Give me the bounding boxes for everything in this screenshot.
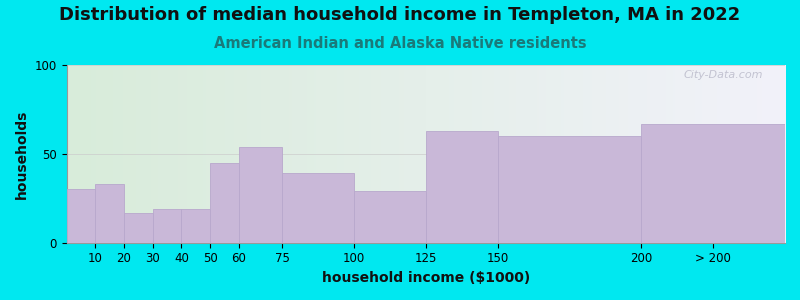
Bar: [354, 191, 426, 243]
Bar: [282, 173, 354, 243]
Bar: [66, 189, 95, 243]
Bar: [210, 163, 239, 243]
Bar: [95, 184, 124, 243]
Y-axis label: households: households: [15, 109, 29, 199]
X-axis label: household income ($1000): household income ($1000): [322, 271, 530, 285]
Bar: [182, 209, 210, 243]
Bar: [426, 131, 498, 243]
Text: Distribution of median household income in Templeton, MA in 2022: Distribution of median household income …: [59, 6, 741, 24]
Text: City-Data.com: City-Data.com: [684, 70, 763, 80]
Bar: [124, 212, 153, 243]
Bar: [642, 124, 785, 243]
Bar: [153, 209, 182, 243]
Bar: [239, 147, 282, 243]
Bar: [498, 136, 642, 243]
Text: American Indian and Alaska Native residents: American Indian and Alaska Native reside…: [214, 36, 586, 51]
